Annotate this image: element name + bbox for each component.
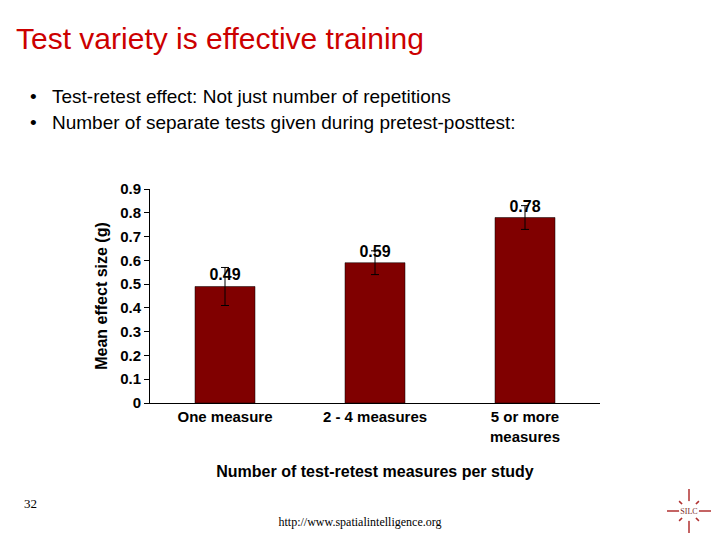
- html-text:32: 32: [24, 496, 37, 511]
- svg-text:0.6: 0.6: [120, 252, 141, 269]
- svg-text:2 - 4 measures: 2 - 4 measures: [323, 408, 427, 425]
- svg-text:0.7: 0.7: [120, 228, 141, 245]
- svg-text:0: 0: [133, 394, 141, 411]
- html-text:Test variety is effective trai: Test variety is effective training: [16, 22, 424, 55]
- svg-text:0.78: 0.78: [509, 198, 540, 215]
- svg-text:Number of test-retest measures: Number of test-retest measures per study: [216, 463, 534, 480]
- html-text:Number of separate tests given: Number of separate tests given during pr…: [52, 112, 516, 133]
- svg-text:0.2: 0.2: [120, 347, 141, 364]
- html-text:Test-retest effect: Not just n: Test-retest effect: Not just number of r…: [52, 86, 451, 107]
- svg-text:0.8: 0.8: [120, 204, 141, 221]
- svg-text:0.59: 0.59: [359, 243, 390, 260]
- svg-text:Mean effect size (g): Mean effect size (g): [93, 222, 110, 370]
- svg-text:SILC: SILC: [680, 507, 697, 516]
- svg-text:One measure: One measure: [177, 408, 272, 425]
- svg-text:0.4: 0.4: [120, 299, 142, 316]
- svg-text:0.5: 0.5: [120, 275, 141, 292]
- html-text:http://www.spatialintelligence: http://www.spatialintelligence.org: [278, 515, 442, 529]
- svg-text:0.1: 0.1: [120, 370, 141, 387]
- svg-text:0.9: 0.9: [120, 180, 141, 197]
- svg-text:0.49: 0.49: [209, 266, 240, 283]
- svg-text:5 or moremeasures: 5 or moremeasures: [490, 408, 560, 445]
- svg-text:0.3: 0.3: [120, 323, 141, 340]
